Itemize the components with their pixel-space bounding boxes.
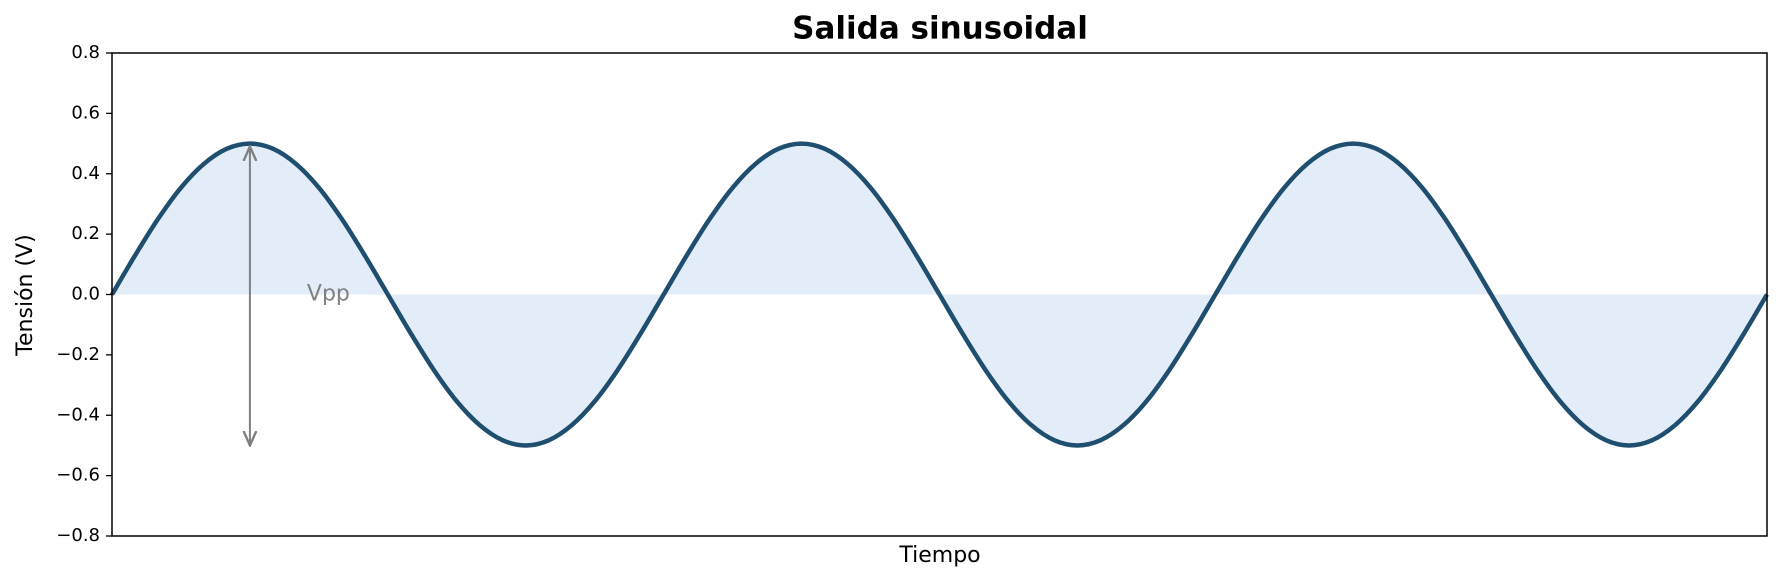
vpp-label: Vpp xyxy=(307,282,350,307)
x-axis-label: Tiempo xyxy=(898,543,980,568)
chart-title: Salida sinusoidal xyxy=(792,11,1088,47)
y-tick-label: −0.6 xyxy=(56,465,100,486)
y-tick-label: 0.4 xyxy=(71,163,100,184)
y-tick-label: 0.8 xyxy=(71,42,100,63)
y-tick-label: −0.8 xyxy=(56,525,100,546)
y-axis-label: Tensión (V) xyxy=(13,234,38,356)
y-tick-label: 0.2 xyxy=(71,223,100,244)
y-tick-label: 0.0 xyxy=(71,284,100,305)
plot-frame xyxy=(111,52,1768,537)
y-tick-label: 0.6 xyxy=(71,102,100,123)
sine-line xyxy=(110,141,1769,448)
y-tick-label: −0.2 xyxy=(56,344,100,365)
y-tick-label: −0.4 xyxy=(56,404,100,425)
